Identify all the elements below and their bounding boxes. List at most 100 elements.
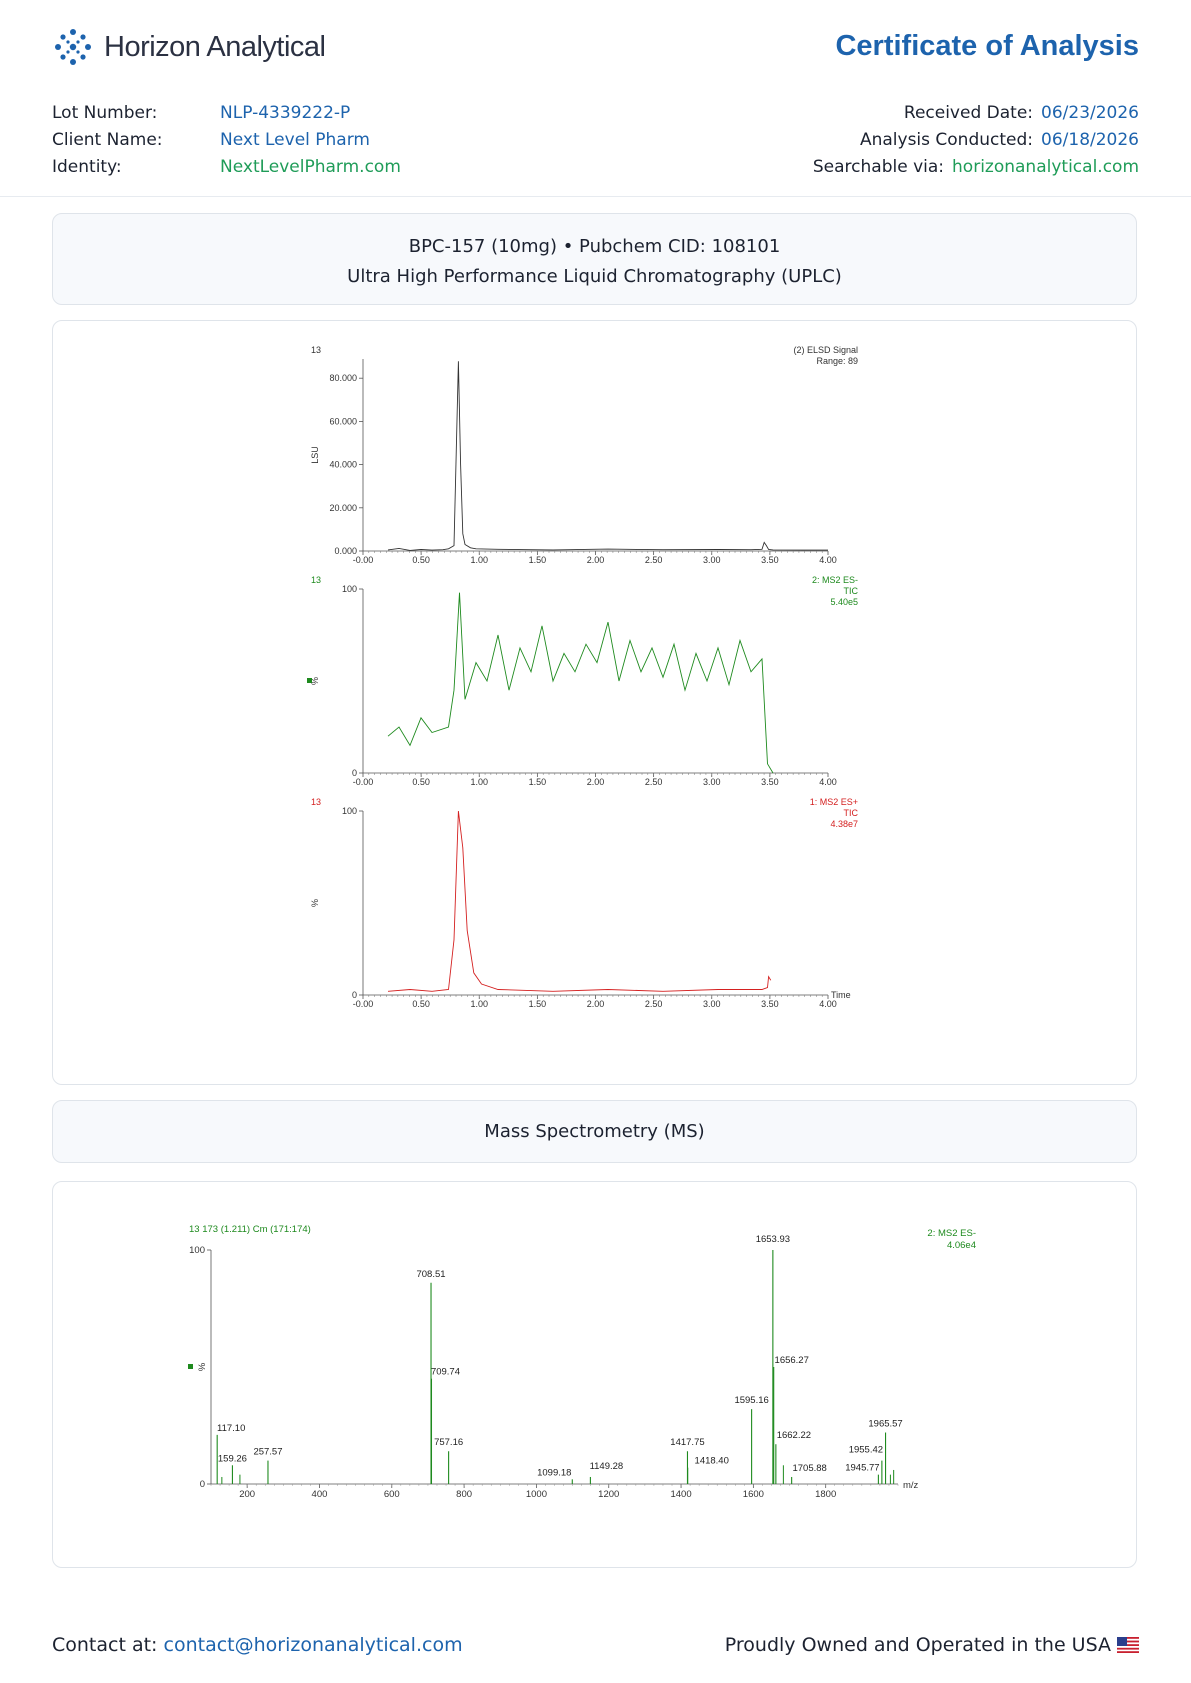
- ms-peak-label: 257.57: [253, 1447, 282, 1458]
- brand-logo: Horizon Analytical: [52, 26, 326, 68]
- x-tick-label: 0.50: [412, 555, 430, 565]
- legend-text: 2: MS2 ES-: [812, 575, 858, 585]
- contact-label: Contact at:: [52, 1634, 158, 1656]
- x-tick-label: 0.50: [412, 999, 430, 1009]
- conducted-date: 06/18/2026: [1041, 130, 1139, 150]
- x-tick-label: 2.50: [645, 555, 663, 565]
- contact-email-link[interactable]: contact@horizonanalytical.com: [163, 1634, 463, 1656]
- ms-peak-label: 1662.22: [777, 1430, 811, 1441]
- sample-label: 13: [311, 345, 321, 355]
- x-tick-label: 2.00: [587, 777, 605, 787]
- ms-peak-label: 1099.18: [537, 1467, 571, 1478]
- ms-peak-label: 1653.93: [756, 1234, 790, 1245]
- ms-x-tick-label: 800: [456, 1489, 472, 1500]
- legend-text: Range: 89: [816, 356, 858, 366]
- ms-x-tick-label: 200: [239, 1489, 255, 1500]
- x-tick-label: 3.50: [761, 777, 779, 787]
- ms-x-tick-label: 400: [312, 1489, 328, 1500]
- series-line: [387, 592, 774, 774]
- y-axis-label: %: [310, 899, 320, 907]
- ms-x-tick-label: 1200: [598, 1489, 619, 1500]
- ms-legend-text: 4.06e4: [947, 1240, 976, 1251]
- x-tick-label: -0.00: [353, 777, 374, 787]
- sample-label: 13: [311, 797, 321, 807]
- ms-x-axis-label: m/z: [903, 1480, 919, 1491]
- x-tick-label: 1.00: [470, 777, 488, 787]
- ms-peak-label: 1656.27: [775, 1355, 809, 1366]
- client-name: Next Level Pharm: [220, 130, 370, 150]
- x-tick-label: 2.50: [645, 777, 663, 787]
- client-label: Client Name:: [52, 130, 163, 150]
- x-tick-label: 3.00: [703, 777, 721, 787]
- received-label: Received Date:: [903, 103, 1034, 123]
- ms-legend-marker: [188, 1364, 193, 1369]
- x-tick-label: 1.00: [470, 999, 488, 1009]
- method-line: Ultra High Performance Liquid Chromatogr…: [347, 266, 842, 287]
- document-title: Certificate of Analysis: [835, 30, 1139, 62]
- legend-text: TIC: [844, 808, 859, 818]
- sample-label: 13: [311, 575, 321, 585]
- chromatogram-charts: -0.00 0.50 1.00 1.50 2.00 2.50 3.00 3.50 4.00 0.0…: [307, 345, 859, 1009]
- x-tick-label: 2.00: [587, 999, 605, 1009]
- x-tick-label: -0.00: [353, 555, 374, 565]
- y-tick-label: 80.000: [329, 373, 357, 383]
- ms-y-tick-label: 0: [200, 1479, 205, 1490]
- y-tick-label: 100: [342, 806, 357, 816]
- ms-peak-label: 1149.28: [590, 1461, 624, 1472]
- ms-y-tick-label: 100: [189, 1245, 205, 1256]
- brand-name: Horizon Analytical: [104, 30, 326, 63]
- ms-peak-label: 709.74: [431, 1367, 460, 1378]
- x-tick-label: 3.00: [703, 555, 721, 565]
- ms-header-label: 13 173 (1.211) Cm (171:174): [189, 1224, 311, 1235]
- legend-marker: [307, 678, 312, 683]
- x-tick-label: -0.00: [353, 999, 374, 1009]
- x-tick-label: 1.50: [529, 777, 547, 787]
- lot-number: NLP-4339222-P: [220, 103, 351, 123]
- compound-line: BPC-157 (10mg) • Pubchem CID: 108101: [408, 236, 781, 257]
- ms-x-tick-label: 1800: [815, 1489, 836, 1500]
- y-tick-label: 40.000: [329, 460, 357, 470]
- y-axis-label: LSU: [310, 446, 320, 464]
- x-tick-label: 1.50: [529, 555, 547, 565]
- header-divider: [0, 196, 1191, 197]
- ms-legend-text: 2: MS2 ES-: [927, 1228, 976, 1239]
- lot-label: Lot Number:: [52, 103, 158, 123]
- y-tick-label: 0.000: [334, 546, 357, 556]
- ms-peak-label: 117.10: [217, 1423, 245, 1434]
- x-tick-label: 2.00: [587, 555, 605, 565]
- x-tick-label: 3.00: [703, 999, 721, 1009]
- x-axis-label: Time: [831, 990, 851, 1000]
- ms-chart-panel: 200 400 600 800 1000 1200 1400 1600 1800 0 100 13 1…: [52, 1181, 1137, 1568]
- x-tick-label: 3.50: [761, 999, 779, 1009]
- x-tick-label: 4.00: [819, 555, 837, 565]
- footer-usa: Proudly Owned and Operated in the USA: [725, 1634, 1139, 1656]
- ms-title: Mass Spectrometry (MS): [484, 1121, 705, 1142]
- series-line: [387, 361, 828, 551]
- x-tick-label: 0.50: [412, 777, 430, 787]
- legend-text: (2) ELSD Signal: [793, 345, 858, 355]
- us-flag-icon: [1117, 1637, 1139, 1653]
- received-date: 06/23/2026: [1041, 103, 1139, 123]
- x-tick-label: 4.00: [819, 999, 837, 1009]
- y-tick-label: 0: [352, 990, 357, 1000]
- uplc-section-header: BPC-157 (10mg) • Pubchem CID: 108101 Ult…: [52, 213, 1137, 305]
- identity-label: Identity:: [52, 157, 122, 177]
- identity-link[interactable]: NextLevelPharm.com: [220, 157, 401, 177]
- sample-info: Lot Number: NLP-4339222-P Client Name: Nex…: [52, 100, 401, 181]
- legend-text: 1: MS2 ES+: [810, 797, 858, 807]
- series-line: [387, 810, 772, 992]
- ms-peak-label: 708.51: [416, 1269, 445, 1280]
- ms-peak-label: 757.16: [434, 1437, 463, 1448]
- ms-y-axis-label: %: [197, 1362, 208, 1371]
- searchable-label: Searchable via:: [812, 157, 945, 177]
- conducted-label: Analysis Conducted:: [859, 130, 1034, 150]
- ms-section-header: Mass Spectrometry (MS): [52, 1100, 1137, 1163]
- ms-x-tick-label: 1600: [743, 1489, 764, 1500]
- mass-spectrum-chart: 200 400 600 800 1000 1200 1400 1600 1800 0 100 13 1…: [188, 1224, 976, 1500]
- searchable-link[interactable]: horizonanalytical.com: [952, 157, 1139, 177]
- usa-text: Proudly Owned and Operated in the USA: [724, 1634, 1111, 1656]
- ms-peak-label: 1945.77: [845, 1463, 879, 1474]
- legend-text: 4.38e7: [830, 819, 858, 829]
- x-tick-label: 1.50: [529, 999, 547, 1009]
- x-tick-label: 1.00: [470, 555, 488, 565]
